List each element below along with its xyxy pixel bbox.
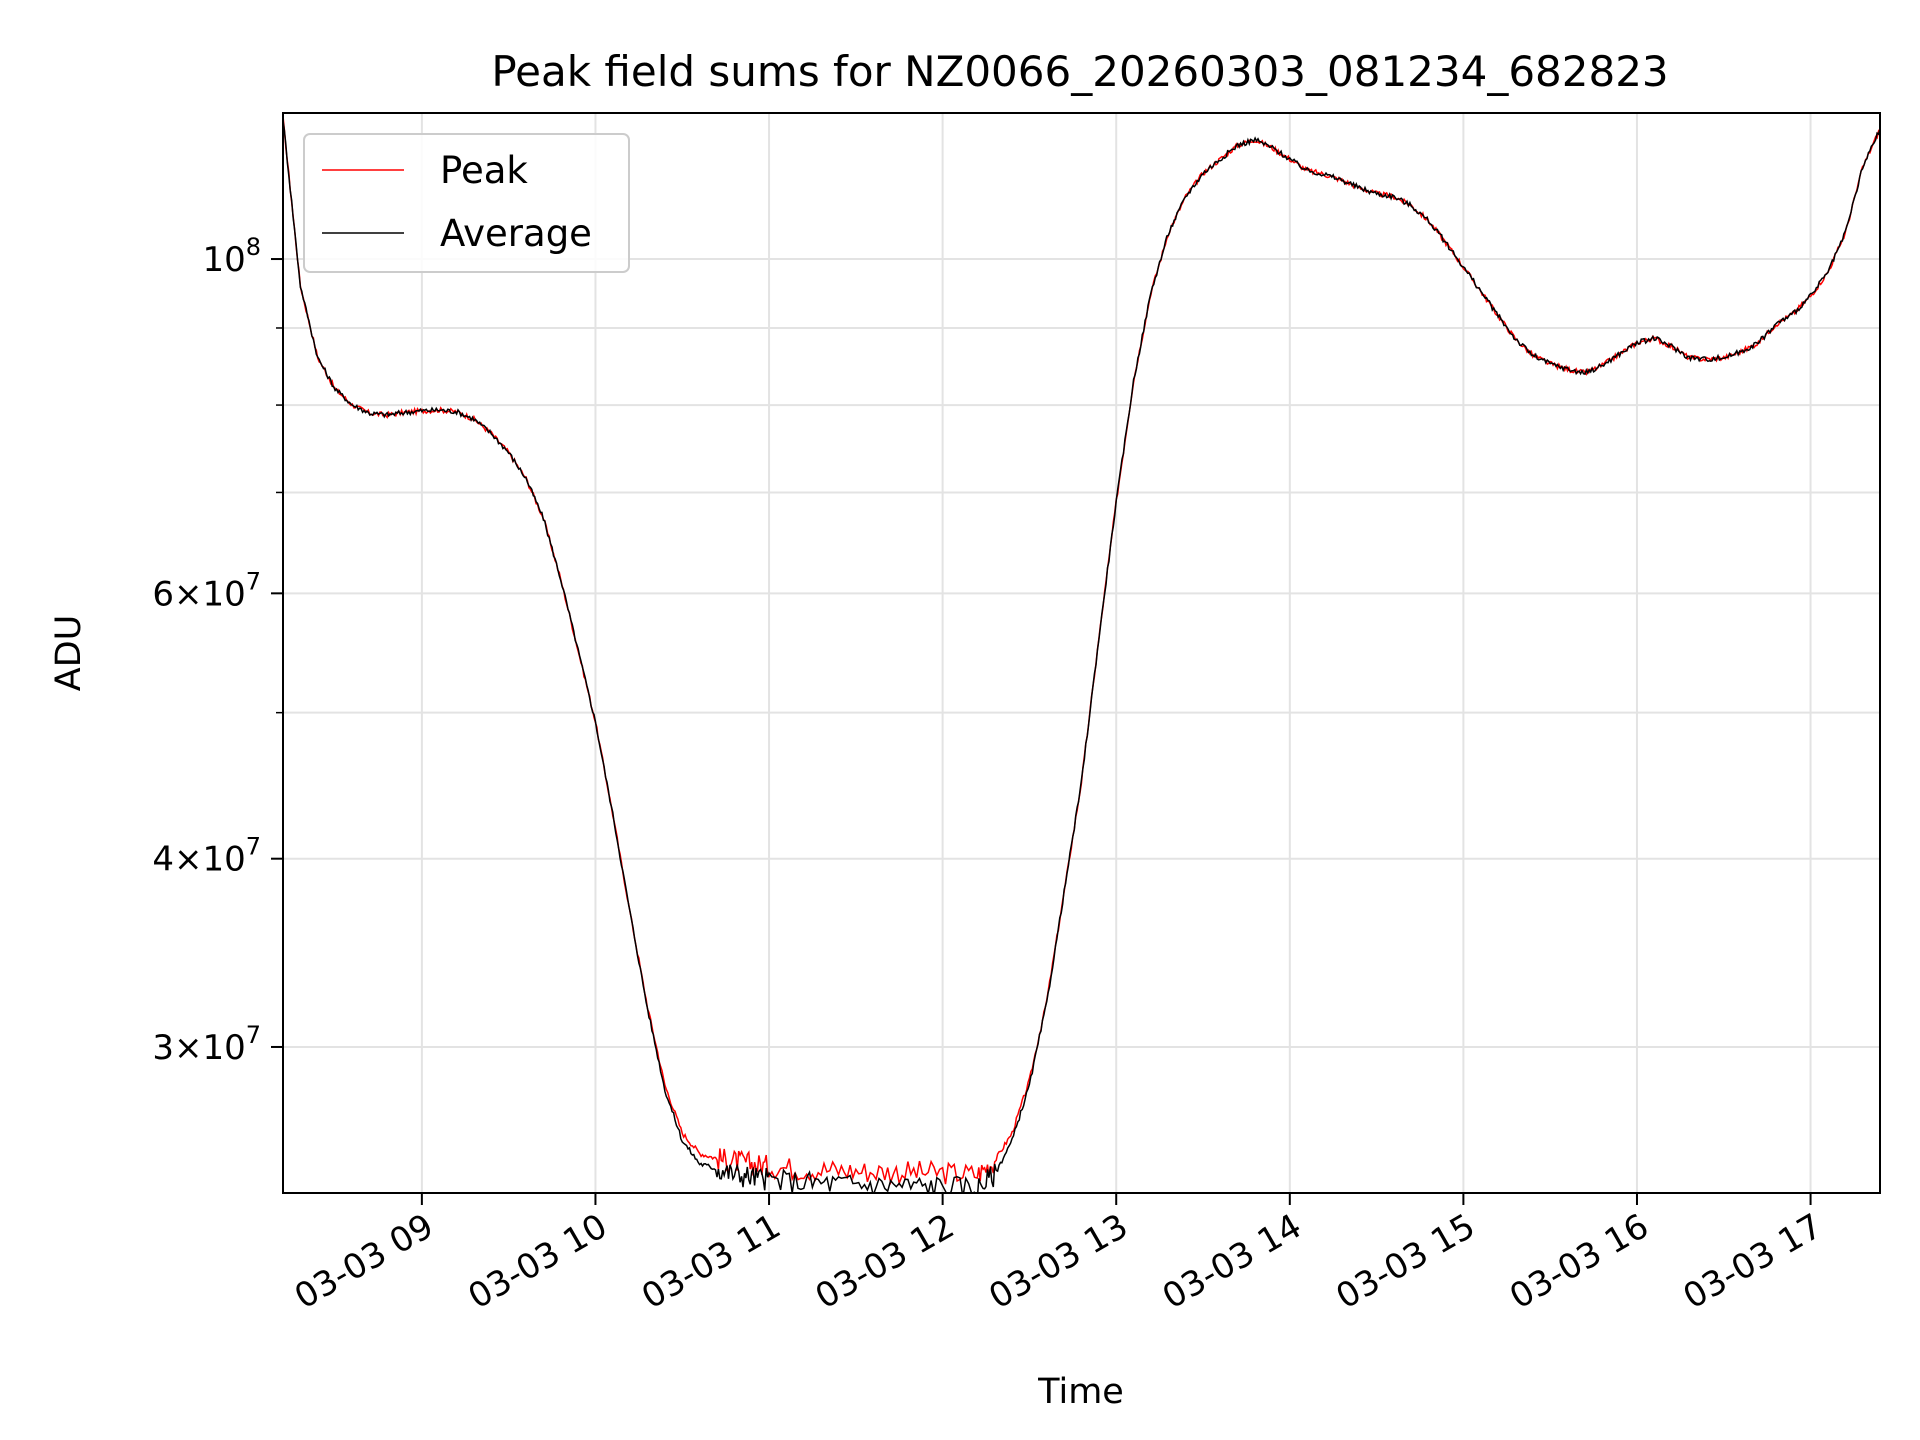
y-axis: 108 6×107 4×107 3×107: [152, 233, 283, 1068]
series-line-average: [283, 120, 1880, 1193]
y-tick-label: 6×107: [152, 567, 261, 614]
plot-frame: [282, 112, 1881, 1194]
legend: Peak Average: [303, 133, 630, 273]
legend-label-average: Average: [440, 212, 592, 255]
y-tick-label: 4×107: [152, 833, 261, 880]
chart-title: Peak field sums for NZ0066_20260303_0812…: [491, 47, 1668, 96]
series-layer: [283, 116, 1880, 1193]
legend-label-peak: Peak: [440, 149, 528, 192]
y-tick-label: 108: [202, 233, 261, 280]
x-axis-label: Time: [1037, 1372, 1124, 1412]
y-tick-label: 3×107: [152, 1021, 261, 1068]
y-axis-label: ADU: [49, 615, 89, 692]
legend-box: [303, 133, 630, 273]
